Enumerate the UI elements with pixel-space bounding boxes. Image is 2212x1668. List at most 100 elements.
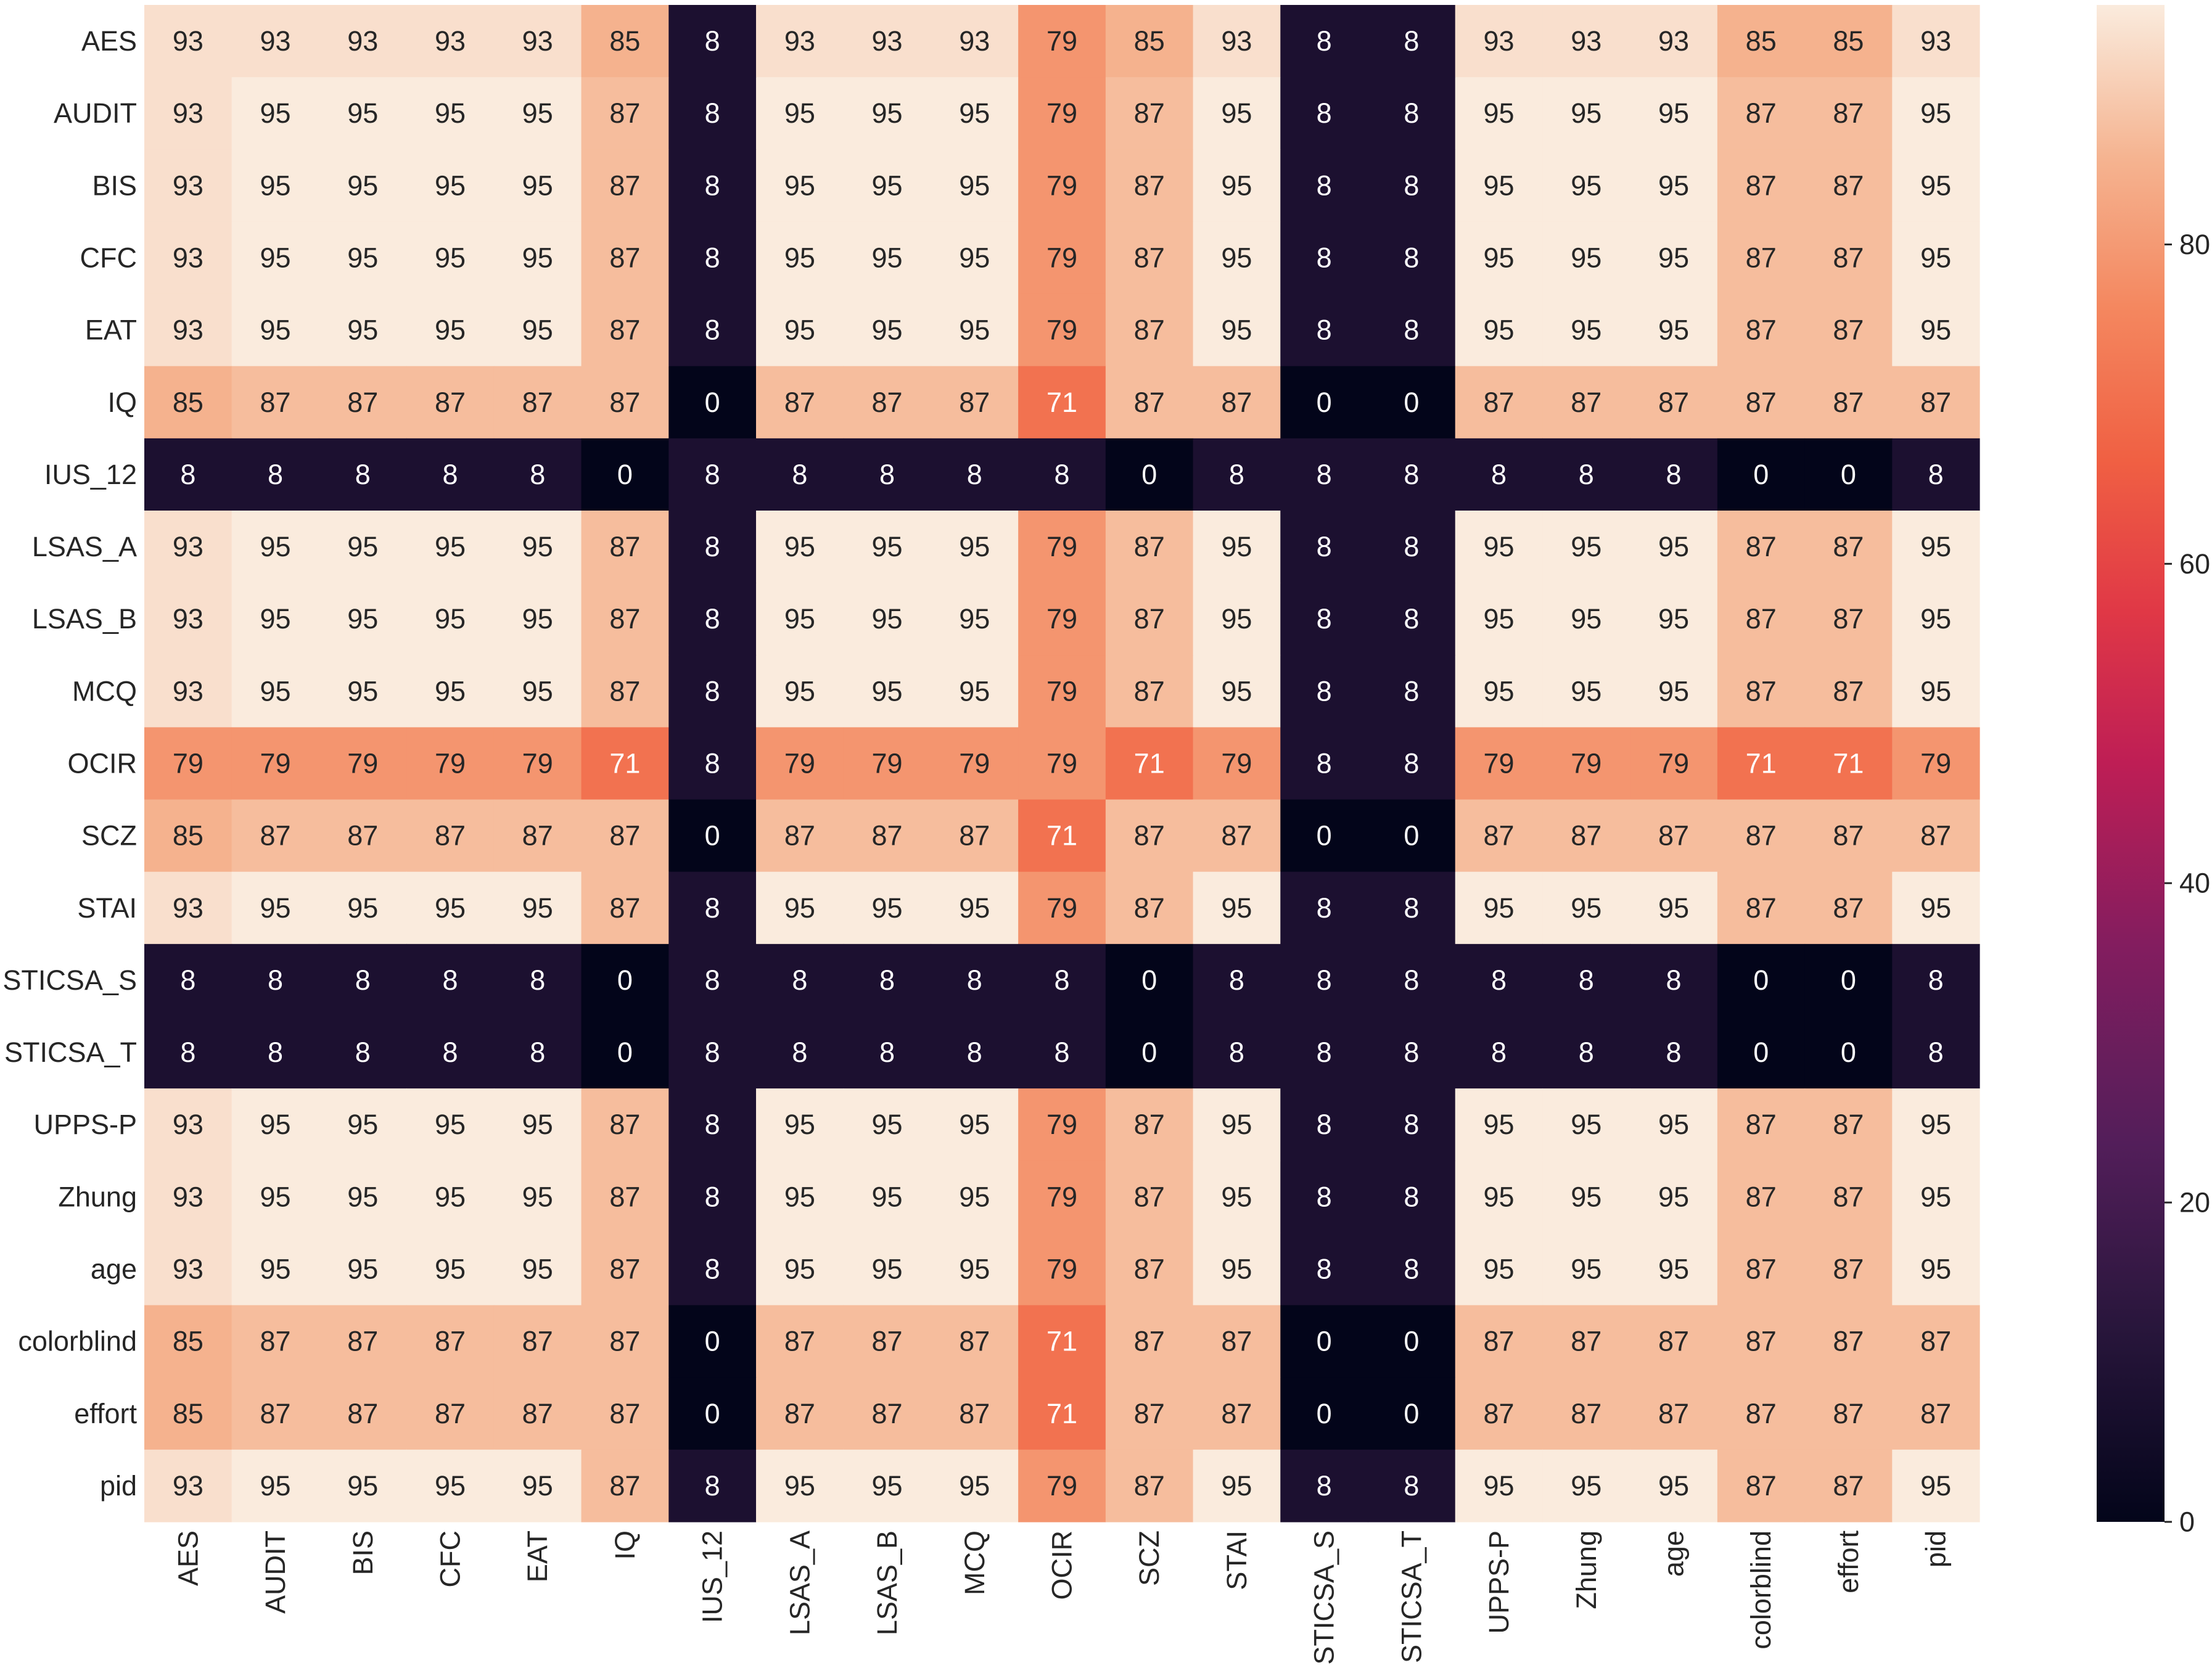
cell-value-label: 95 <box>1658 170 1689 201</box>
cell-value-label: 0 <box>705 387 720 418</box>
heatmap-cell <box>144 1233 232 1306</box>
cell-value-label: 79 <box>522 748 553 779</box>
cell-value-label: 0 <box>1317 820 1332 852</box>
heatmap-cell <box>1368 1305 1456 1378</box>
cell-value-label: 85 <box>1746 25 1777 57</box>
heatmap-cell <box>493 221 582 295</box>
heatmap-cell <box>1018 221 1106 295</box>
heatmap-cell <box>668 1161 757 1234</box>
heatmap-cell <box>581 438 669 511</box>
heatmap-cell <box>1542 727 1630 800</box>
cell-value-label: 95 <box>1658 1254 1689 1285</box>
cell-value-label: 87 <box>1134 820 1165 852</box>
heatmap-cell <box>1630 871 1718 945</box>
heatmap-cell <box>1804 511 1893 583</box>
cell-value-label: 95 <box>522 1470 553 1502</box>
heatmap-cell <box>1018 1016 1106 1089</box>
cell-value-label: 95 <box>347 314 378 346</box>
cell-value-label: 87 <box>872 1398 903 1429</box>
colorbar-tick-label: 0 <box>2179 1506 2195 1538</box>
heatmap-cell <box>668 871 757 945</box>
cell-value-label: 85 <box>1134 25 1165 57</box>
cell-value-label: 8 <box>792 1037 807 1068</box>
heatmap-cell <box>1193 727 1281 800</box>
cell-value-label: 8 <box>1404 964 1419 996</box>
cell-value-label: 95 <box>435 1254 466 1285</box>
heatmap-cell <box>1105 871 1194 945</box>
heatmap-cell <box>493 1377 582 1450</box>
cell-value-label: 79 <box>1658 748 1689 779</box>
heatmap-cell <box>1368 1449 1456 1522</box>
cell-value-label: 95 <box>1221 531 1252 562</box>
cell-value-label: 8 <box>705 1254 720 1285</box>
heatmap-cell <box>231 221 320 295</box>
cell-value-label: 8 <box>705 603 720 635</box>
column-tick-label: effort <box>1833 1530 1864 1593</box>
cell-value-label: 95 <box>1571 314 1601 346</box>
column-tick-label: pid <box>1920 1530 1952 1567</box>
heatmap-cell <box>1455 438 1544 511</box>
cell-value-label: 0 <box>1141 1037 1157 1068</box>
cell-value-label: 95 <box>522 314 553 346</box>
heatmap-cell <box>1193 1161 1281 1234</box>
cell-value-label: 95 <box>435 603 466 635</box>
heatmap-cell <box>1804 5 1893 78</box>
column-tick-label: BIS <box>347 1530 379 1576</box>
cell-value-label: 0 <box>1404 820 1419 852</box>
heatmap-cell <box>1280 727 1368 800</box>
cell-value-label: 87 <box>872 1326 903 1357</box>
heatmap-cell <box>1542 438 1630 511</box>
heatmap-cell <box>1717 294 1806 367</box>
heatmap-cell <box>1193 221 1281 295</box>
heatmap-cell <box>1280 943 1368 1017</box>
heatmap-cell <box>493 438 582 511</box>
cell-value-label: 8 <box>355 964 371 996</box>
heatmap-cell <box>668 583 757 655</box>
heatmap-cell <box>1455 1449 1544 1522</box>
heatmap-cell <box>581 149 669 223</box>
heatmap-cell <box>1892 221 1980 295</box>
cell-value-label: 79 <box>1046 25 1077 57</box>
heatmap-cell <box>493 1449 582 1522</box>
cell-value-label: 8 <box>705 1037 720 1068</box>
cell-value-label: 8 <box>705 314 720 346</box>
heatmap-cell <box>319 943 407 1017</box>
cell-value-label: 8 <box>705 892 720 924</box>
heatmap-cell <box>406 871 495 945</box>
cell-value-label: 95 <box>784 675 815 707</box>
cell-value-label: 87 <box>522 820 553 852</box>
heatmap-cell <box>1105 1305 1194 1378</box>
heatmap-cell <box>756 77 844 150</box>
heatmap-cell <box>1105 77 1194 150</box>
cell-value-label: 87 <box>260 820 291 852</box>
cell-value-label: 8 <box>879 1037 895 1068</box>
heatmap-cell <box>1892 149 1980 223</box>
cell-value-label: 87 <box>1658 1398 1689 1429</box>
cell-value-label: 8 <box>268 964 283 996</box>
cell-value-label: 8 <box>705 97 720 129</box>
heatmap-cell <box>1630 149 1718 223</box>
heatmap-cell <box>1542 366 1630 439</box>
heatmap-cell <box>931 149 1019 223</box>
heatmap-cell <box>1892 1016 1980 1089</box>
cell-value-label: 8 <box>1404 675 1419 707</box>
heatmap-cell <box>931 727 1019 800</box>
cell-value-label: 79 <box>173 748 204 779</box>
cell-value-label: 87 <box>784 1398 815 1429</box>
heatmap-cell <box>581 1016 669 1089</box>
cell-value-label: 87 <box>1221 1326 1252 1357</box>
heatmap-cell <box>756 1305 844 1378</box>
cell-value-label: 8 <box>1491 459 1507 490</box>
heatmap-cell <box>1105 5 1194 78</box>
cell-value-label: 87 <box>1746 603 1777 635</box>
heatmap-cell <box>1280 583 1368 655</box>
cell-value-label: 93 <box>347 25 378 57</box>
heatmap-cell <box>581 294 669 367</box>
heatmap-cell <box>493 871 582 945</box>
heatmap-cell <box>319 221 407 295</box>
heatmap-cell <box>1018 366 1106 439</box>
cell-value-label: 95 <box>1221 242 1252 274</box>
cell-value-label: 8 <box>1317 25 1332 57</box>
row-tick-label: effort <box>74 1398 137 1429</box>
heatmap-cell <box>1630 1016 1718 1089</box>
